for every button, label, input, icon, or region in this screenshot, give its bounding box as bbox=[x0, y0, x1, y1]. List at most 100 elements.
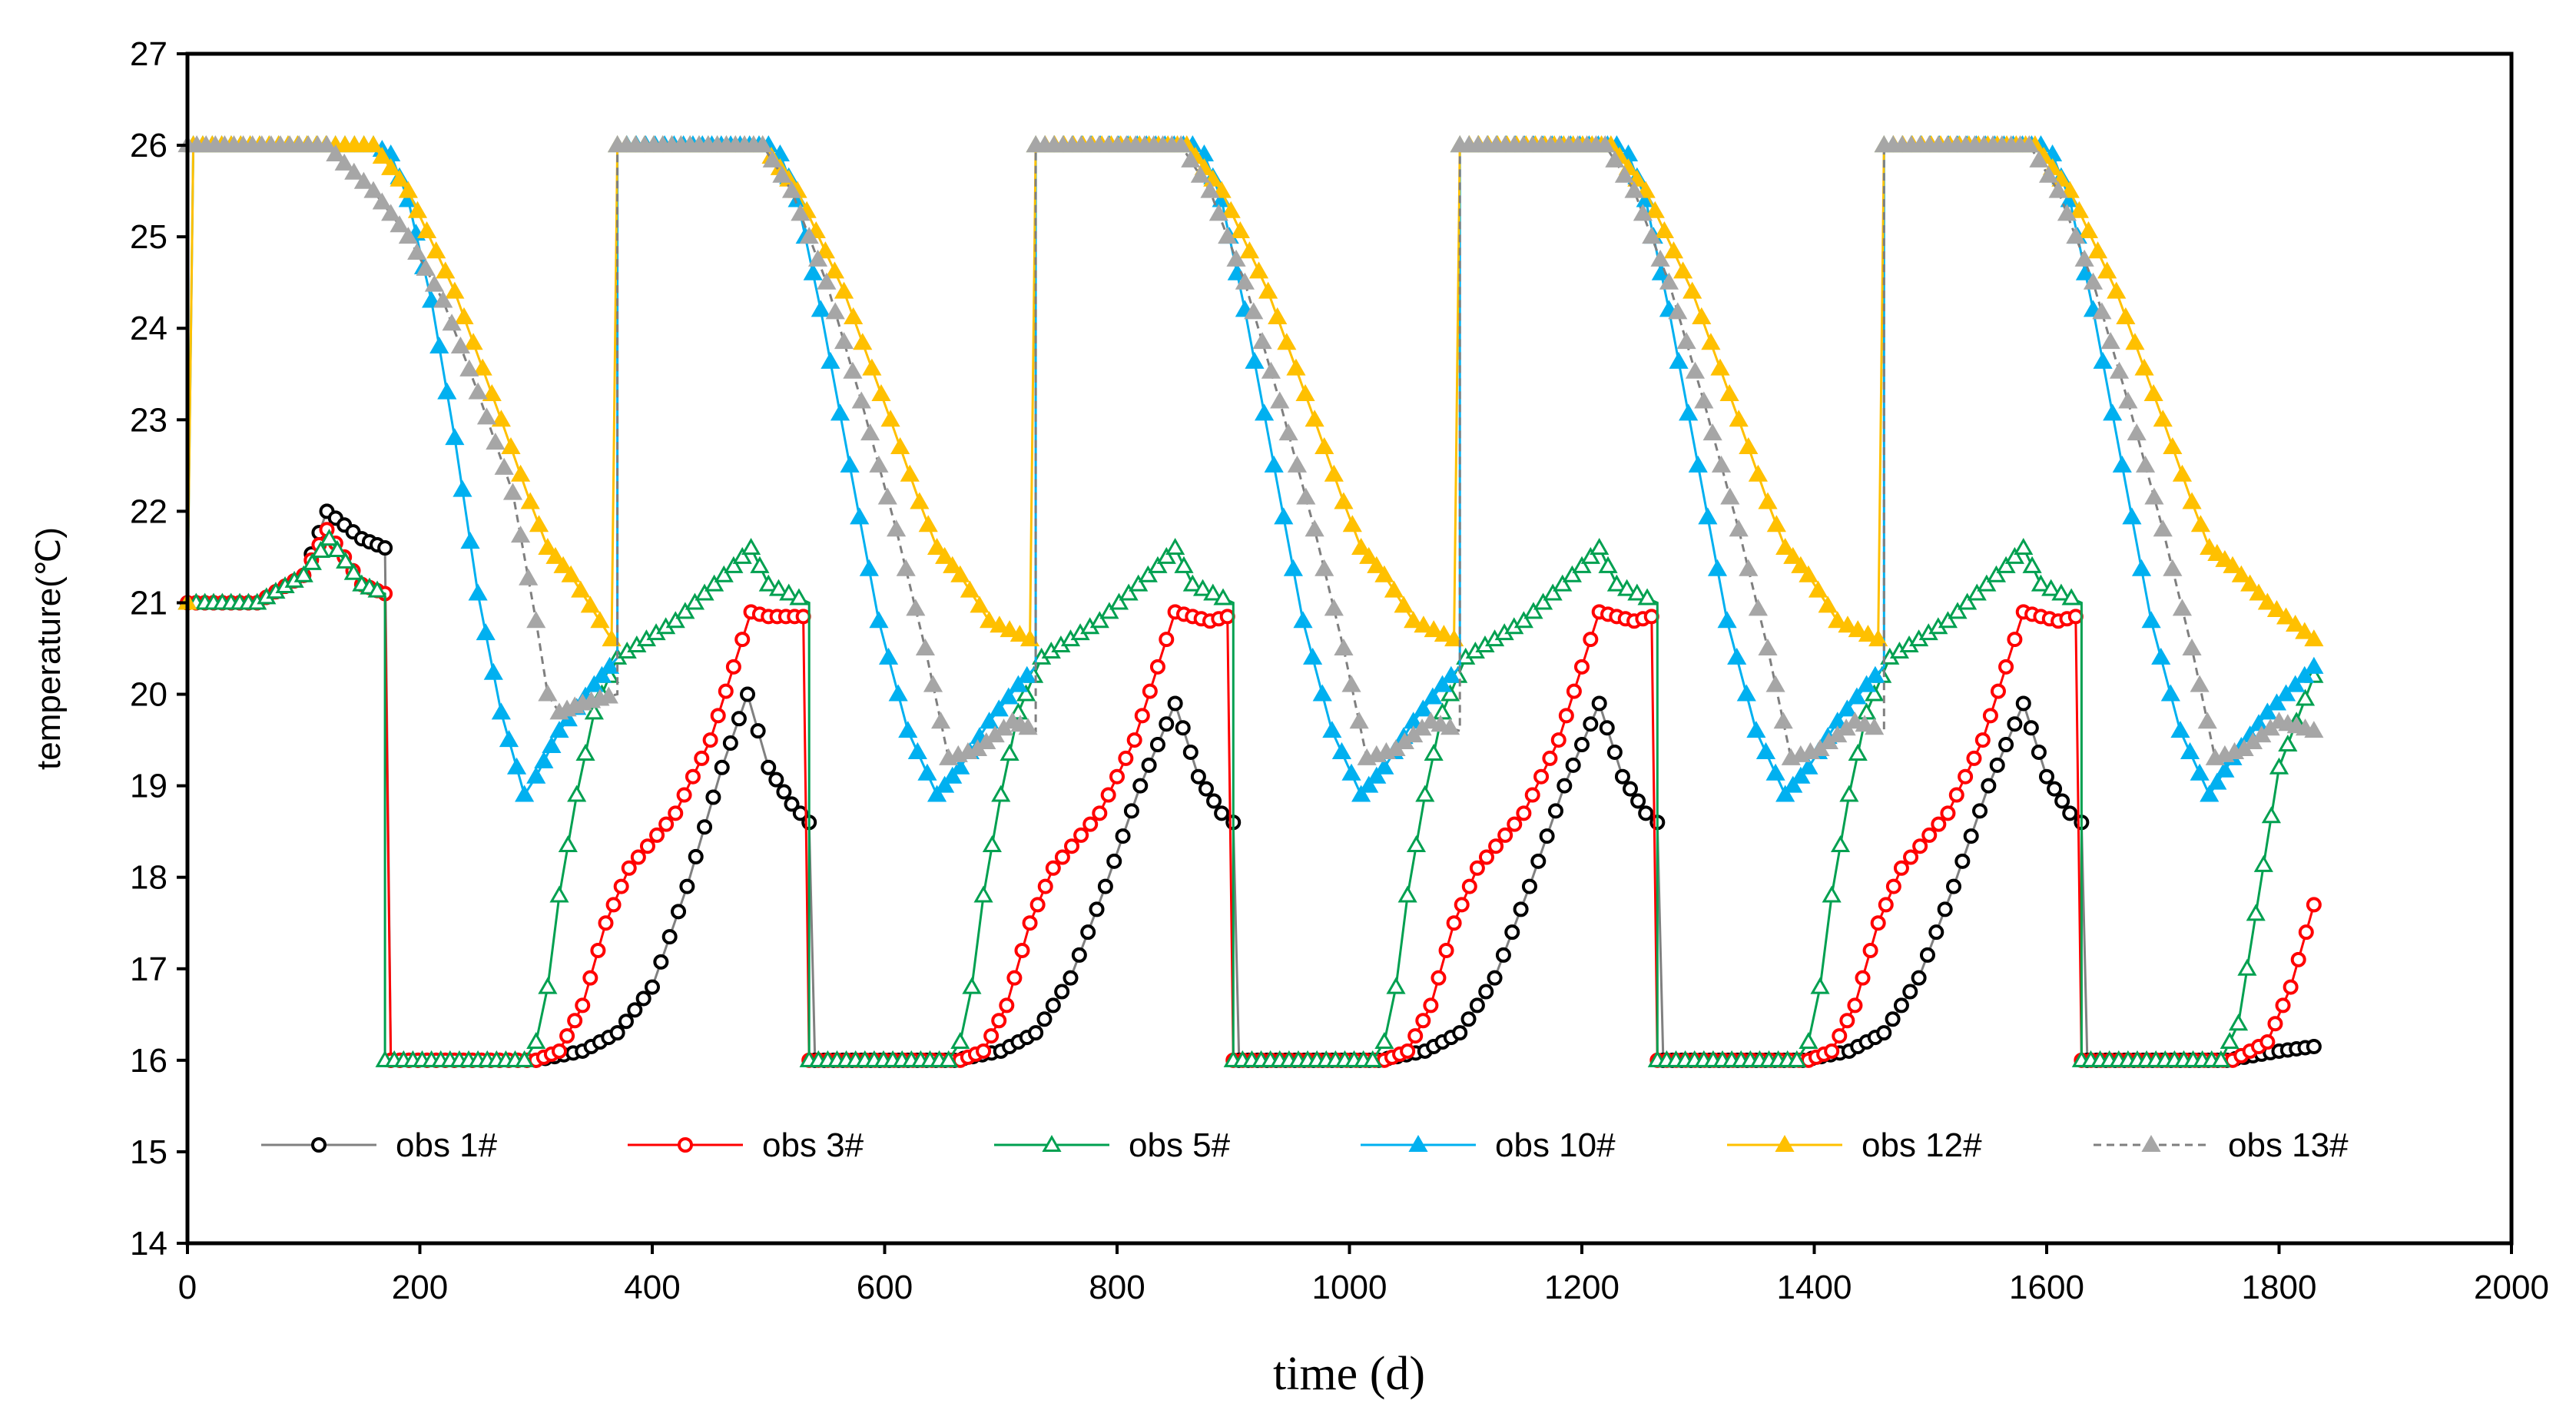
y-tick-label: 16 bbox=[130, 1042, 167, 1080]
series-obs-3-point bbox=[1423, 997, 1439, 1014]
series-obs-1-point bbox=[1036, 1011, 1053, 1027]
series-obs-12-point bbox=[1230, 221, 1250, 239]
series-obs-13-point bbox=[326, 144, 346, 161]
series-obs-5-point bbox=[1089, 611, 1109, 629]
series-obs-13-point bbox=[1315, 559, 1334, 576]
series-obs-10-point bbox=[1679, 403, 1699, 421]
series-obs-13-point bbox=[1595, 135, 1615, 153]
series-obs-13-point bbox=[807, 249, 828, 267]
series-obs-1-point bbox=[1530, 853, 1547, 869]
series-obs-5-point bbox=[950, 1032, 970, 1050]
series-obs-13-point bbox=[1349, 712, 1369, 729]
series-obs-1-point bbox=[2039, 768, 2054, 785]
series-obs-13-point bbox=[2190, 675, 2210, 692]
series-obs-3-point bbox=[1149, 659, 1165, 675]
series-obs-10-point bbox=[1312, 684, 1332, 702]
series-obs-10-point bbox=[2160, 684, 2180, 702]
series-obs-3-point bbox=[1022, 915, 1038, 931]
series-obs-13-point bbox=[2038, 165, 2059, 183]
series-obs-10-point bbox=[2276, 684, 2296, 702]
legend-obs-3-marker bbox=[678, 1137, 693, 1153]
y-tick-label: 26 bbox=[130, 127, 167, 164]
x-tick-label: 400 bbox=[624, 1269, 680, 1306]
series-obs-10-point bbox=[2295, 665, 2315, 683]
series-obs-1-point bbox=[1054, 984, 1070, 1000]
series-obs-13-point bbox=[1421, 712, 1441, 729]
series-obs-13-point bbox=[2135, 455, 2156, 473]
series-obs-13-point bbox=[1287, 455, 1308, 473]
series-obs-5-point bbox=[1810, 977, 1830, 994]
legend-obs-13-marker bbox=[2141, 1134, 2161, 1152]
series-obs-10-point bbox=[2180, 742, 2200, 759]
series-obs-3-point bbox=[1958, 768, 1974, 785]
series-obs-10-point bbox=[1245, 351, 1265, 369]
series-obs-13-point bbox=[1633, 204, 1653, 221]
series-obs-10-point bbox=[1717, 611, 1737, 629]
series-obs-12-point bbox=[1434, 625, 1454, 642]
series-obs-5-point bbox=[750, 556, 770, 573]
series-obs-3-point bbox=[1100, 787, 1116, 803]
series-obs-5-point bbox=[1580, 546, 1600, 564]
series-obs-3-point bbox=[598, 915, 614, 931]
series-obs-10-point bbox=[2112, 455, 2132, 473]
y-tick-label: 19 bbox=[130, 768, 167, 805]
series-obs-12-point bbox=[1645, 201, 1665, 218]
series-obs-12-point bbox=[1019, 629, 1040, 647]
series-obs-5-point bbox=[1822, 885, 1842, 903]
series-obs-13-point bbox=[1765, 675, 1785, 692]
series-obs-12-point bbox=[501, 437, 521, 455]
series-obs-3-point bbox=[2306, 897, 2322, 913]
series-obs-5-point bbox=[538, 977, 558, 994]
series-obs-5-point bbox=[2031, 574, 2051, 592]
series-obs-1-point bbox=[1998, 737, 2014, 753]
series-obs-10-point bbox=[1293, 611, 1313, 629]
series-obs-5-point bbox=[1374, 1032, 1394, 1050]
series-obs-5-point bbox=[1637, 588, 1657, 605]
series-obs-3-point bbox=[999, 997, 1015, 1014]
series-obs-13-point bbox=[416, 258, 436, 276]
series-obs-5-point bbox=[962, 977, 982, 994]
series-obs-13-point bbox=[1720, 487, 1740, 505]
series-obs-12-point bbox=[436, 261, 456, 279]
series-obs-13-point bbox=[1018, 718, 1038, 735]
series-obs-13-point bbox=[1200, 181, 1220, 198]
series-obs-1-point bbox=[1557, 778, 1573, 794]
series-obs-10-point bbox=[1847, 687, 1867, 705]
series-obs-1-point bbox=[1972, 803, 1988, 819]
series-obs-5-point bbox=[1617, 579, 1637, 596]
series-obs-3-point bbox=[1524, 787, 1540, 803]
series-obs-12-point bbox=[590, 611, 610, 629]
series-obs-13-point bbox=[762, 150, 782, 168]
series-obs-1-point bbox=[627, 1002, 643, 1018]
series-obs-12-point bbox=[1636, 181, 1656, 198]
series-obs-5-point bbox=[1156, 546, 1176, 564]
series-obs-10-point bbox=[830, 403, 850, 421]
series-obs-5-point bbox=[2014, 537, 2034, 556]
series-obs-3-point bbox=[1903, 849, 1919, 865]
series-obs-10-point bbox=[1707, 559, 1728, 576]
series-obs-12-point bbox=[1315, 437, 1334, 455]
series-obs-5-point bbox=[2004, 546, 2024, 564]
series-obs-12-point bbox=[545, 546, 565, 564]
series-obs-13-point bbox=[2304, 721, 2324, 738]
series-obs-1-point bbox=[1495, 947, 1511, 963]
series-obs-3-point bbox=[1045, 860, 1061, 876]
series-obs-12-point bbox=[943, 556, 963, 573]
series-obs-12-point bbox=[1654, 221, 1674, 239]
series-obs-13-point bbox=[2092, 302, 2112, 320]
series-obs-13-point bbox=[1855, 715, 1875, 732]
series-obs-5-point bbox=[1958, 592, 1978, 610]
series-obs-13-point bbox=[390, 215, 409, 233]
series-obs-13-point bbox=[2109, 361, 2130, 379]
series-obs-5-point bbox=[695, 583, 714, 601]
series-obs-5-point bbox=[1397, 885, 1417, 903]
series-obs-1-point bbox=[2054, 793, 2070, 809]
series-obs-13-point bbox=[1190, 165, 1210, 183]
series-obs-12-point bbox=[1663, 241, 1684, 259]
series-obs-10-point bbox=[1374, 757, 1394, 775]
series-obs-3-point bbox=[1912, 838, 1928, 854]
series-obs-3-point bbox=[575, 997, 591, 1014]
series-obs-12-point bbox=[1239, 241, 1260, 259]
series-obs-12-point bbox=[990, 615, 1010, 633]
series-obs-3-point bbox=[976, 1043, 992, 1059]
